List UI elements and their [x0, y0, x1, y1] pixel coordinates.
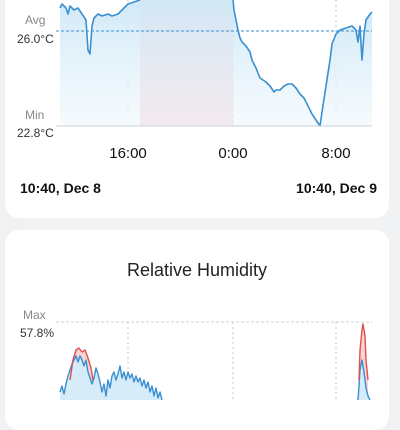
humidity-title: Relative Humidity: [126, 260, 268, 280]
humidity-chart: [56, 321, 372, 400]
min-value: 22.8°C: [17, 126, 54, 140]
temperature-area-right: [320, 12, 372, 126]
x-tick-16: 16:00: [109, 145, 147, 162]
x-tick-0: 0:00: [218, 145, 248, 162]
range-start: 10:40, Dec 8: [20, 180, 101, 196]
avg-label: Avg: [25, 13, 46, 27]
max-value: 57.8%: [20, 326, 55, 340]
temperature-line: [59, 0, 373, 127]
max-label: Max: [23, 308, 46, 322]
humidity-area: [60, 356, 370, 400]
humidity-peak-line-right: [358, 323, 369, 381]
range-end: 10:40, Dec 9: [296, 180, 377, 196]
temperature-area: [60, 0, 320, 126]
avg-value: 26.0°C: [17, 32, 54, 46]
temperature-chart: [56, 0, 373, 127]
humidity-peak-line-left: [69, 347, 94, 381]
humidity-line: [59, 355, 371, 400]
x-tick-8: 8:00: [321, 145, 351, 162]
min-label: Min: [25, 108, 45, 122]
